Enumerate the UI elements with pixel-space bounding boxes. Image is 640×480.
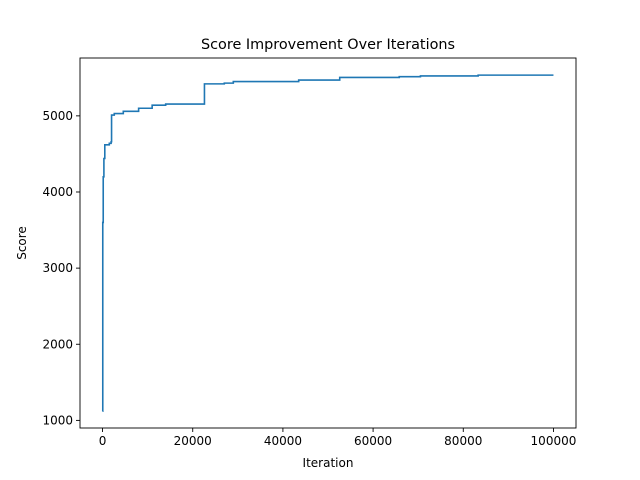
y-tick-label: 4000 — [42, 185, 73, 199]
y-tick-label: 2000 — [42, 337, 73, 351]
x-tick-label: 0 — [99, 434, 107, 448]
x-axis-label: Iteration — [303, 456, 354, 470]
x-tick-label: 100000 — [531, 434, 577, 448]
chart-title: Score Improvement Over Iterations — [201, 37, 455, 53]
x-axis: 0 20000 40000 60000 80000 100000 — [99, 428, 577, 448]
x-tick-label: 20000 — [174, 434, 212, 448]
y-axis-label: Score — [15, 226, 29, 260]
x-tick-label: 60000 — [354, 434, 392, 448]
y-tick-label: 1000 — [42, 413, 73, 427]
x-tick-label: 80000 — [444, 434, 482, 448]
plot-area — [79, 57, 577, 429]
y-tick-label: 5000 — [42, 109, 73, 123]
y-axis: 1000 2000 3000 4000 5000 — [42, 109, 80, 427]
y-tick-label: 3000 — [42, 261, 73, 275]
x-tick-label: 40000 — [264, 434, 302, 448]
axes-frame — [79, 57, 577, 429]
score-series-line — [101, 74, 554, 413]
